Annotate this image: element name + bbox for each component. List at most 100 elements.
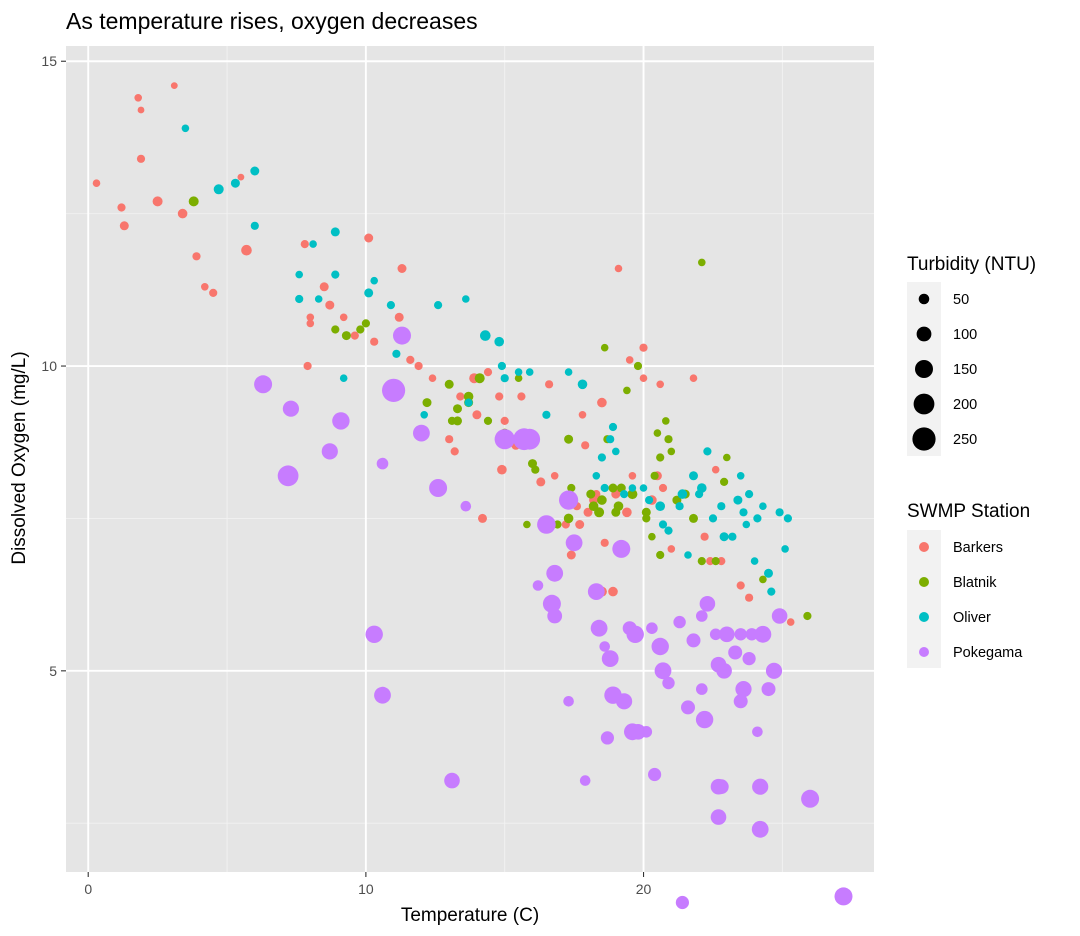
data-point	[536, 477, 546, 487]
data-point	[639, 343, 648, 352]
data-point	[282, 400, 299, 417]
data-point	[611, 507, 621, 517]
y-tick-label: 15	[41, 53, 57, 69]
data-point	[752, 778, 769, 795]
data-point	[119, 221, 129, 231]
data-point	[397, 264, 407, 273]
data-point	[550, 472, 559, 480]
data-point	[547, 608, 563, 624]
series-oliver	[181, 124, 793, 596]
data-point	[364, 288, 374, 298]
data-point	[325, 300, 335, 310]
x-tick-label: 0	[84, 881, 92, 897]
data-point	[170, 82, 178, 89]
data-point	[514, 374, 523, 383]
data-point	[783, 514, 793, 523]
data-point	[277, 465, 299, 487]
data-point	[356, 325, 365, 334]
data-point	[382, 378, 406, 402]
y-axis-title: Dissolved Oxygen (mg/L)	[9, 351, 30, 564]
data-point	[733, 694, 748, 709]
data-point	[152, 196, 163, 207]
size-legend-symbol	[913, 393, 935, 415]
data-point	[633, 361, 643, 371]
x-axis-title: Temperature (C)	[401, 905, 539, 926]
data-point	[728, 532, 737, 541]
data-point	[739, 508, 748, 517]
data-point	[711, 557, 720, 566]
data-point	[767, 587, 776, 596]
data-point	[420, 411, 429, 419]
data-point	[675, 502, 684, 511]
data-point	[597, 495, 607, 505]
color-legend: SWMP Station Barkers Blatnik Oliver Pokegam…	[907, 501, 1030, 668]
data-point	[450, 447, 459, 456]
data-point	[500, 416, 509, 425]
data-point	[546, 564, 564, 582]
data-point	[708, 514, 718, 523]
data-point	[689, 374, 698, 383]
data-point	[350, 331, 359, 340]
data-point	[600, 538, 609, 547]
data-point	[514, 368, 523, 376]
data-point	[689, 471, 698, 481]
data-point	[656, 453, 665, 462]
data-point	[752, 726, 763, 738]
data-point	[736, 472, 745, 480]
color-legend-key-background	[907, 530, 941, 668]
plot-panel	[66, 46, 874, 910]
data-point	[341, 331, 351, 341]
data-point	[303, 361, 312, 371]
data-point	[781, 545, 789, 553]
data-point	[500, 374, 509, 383]
data-point	[642, 514, 651, 523]
data-point	[592, 472, 601, 480]
data-point	[537, 515, 556, 534]
color-legend-symbol	[919, 612, 929, 622]
data-point	[699, 596, 716, 612]
data-point	[786, 618, 795, 626]
data-point	[801, 789, 820, 808]
x-tick-label: 10	[358, 881, 374, 897]
data-point	[117, 203, 126, 212]
data-point	[250, 221, 259, 230]
data-point	[464, 398, 473, 407]
data-point	[578, 411, 587, 419]
data-point	[728, 645, 743, 660]
color-legend-title: SWMP Station	[907, 501, 1030, 522]
data-point	[745, 490, 754, 499]
data-point	[494, 429, 515, 450]
data-point	[583, 507, 593, 517]
size-legend-symbol	[912, 427, 936, 451]
data-point	[414, 361, 423, 371]
data-point	[525, 368, 534, 376]
data-point	[565, 534, 583, 552]
data-point	[453, 416, 462, 426]
data-point	[608, 586, 618, 597]
data-point	[648, 767, 662, 782]
series-pokegama	[254, 326, 853, 910]
size-legend-items: 50 100 150 200 250	[912, 292, 977, 451]
y-axis: 5 10 15	[41, 53, 66, 679]
data-point	[697, 557, 706, 566]
color-legend-label: Barkers	[953, 540, 1003, 556]
data-point	[577, 379, 588, 390]
data-point	[456, 392, 465, 401]
data-point	[532, 580, 544, 591]
data-point	[201, 283, 209, 291]
size-legend-symbol	[915, 360, 933, 378]
data-point	[639, 374, 648, 383]
data-point	[734, 628, 747, 641]
data-point	[192, 252, 201, 261]
data-point	[429, 479, 448, 497]
data-point	[645, 496, 654, 505]
data-point	[137, 106, 145, 114]
data-point	[300, 240, 309, 249]
data-point	[413, 424, 430, 442]
data-point	[703, 447, 712, 456]
data-point	[695, 710, 714, 729]
size-legend-label: 100	[953, 327, 977, 343]
data-point	[564, 368, 573, 376]
data-point	[662, 676, 675, 690]
data-point	[594, 507, 605, 518]
